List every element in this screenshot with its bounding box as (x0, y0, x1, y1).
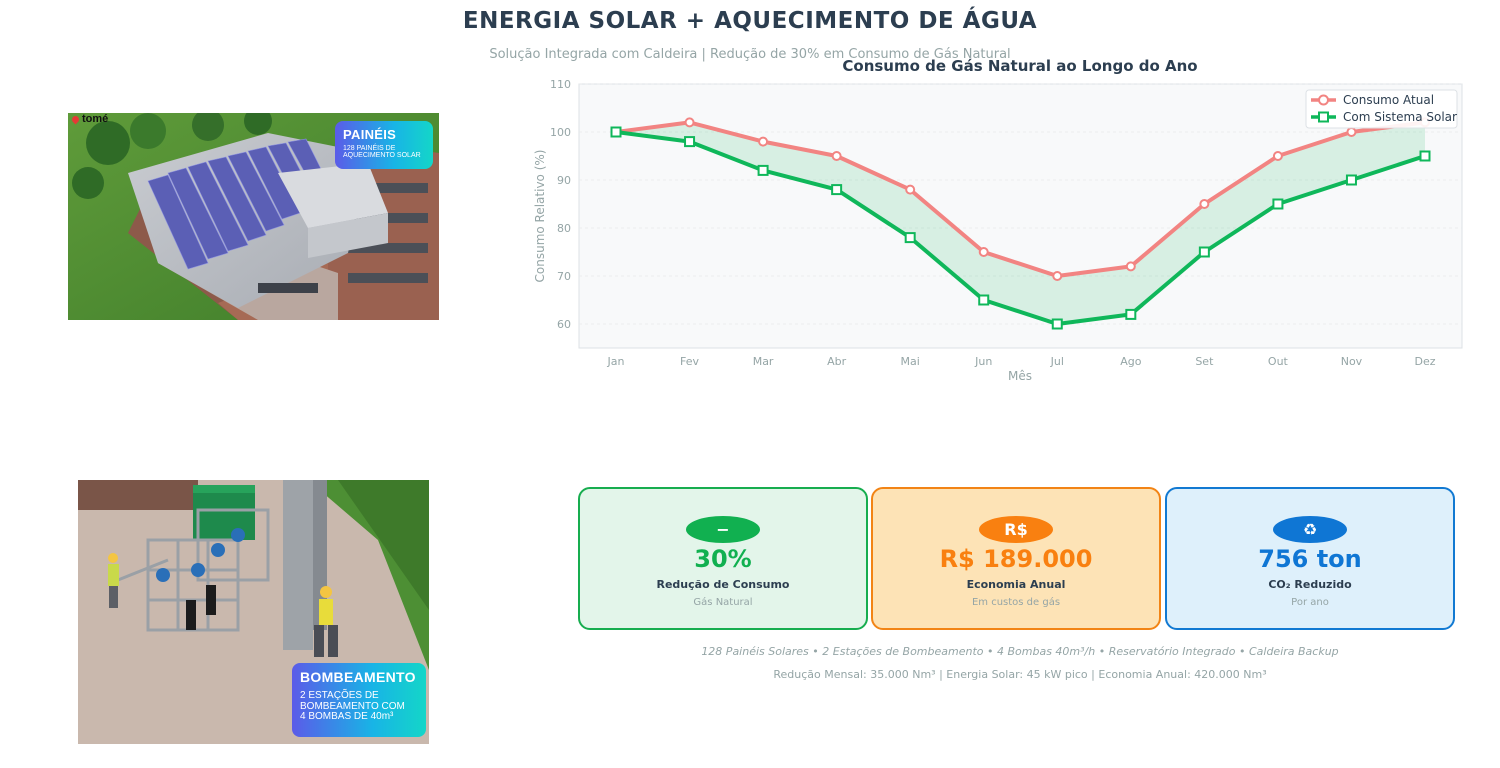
point-consumo-atual-jul (1052, 271, 1063, 281)
x-tick-label-jun: Jun (974, 355, 992, 368)
y-axis-label: Consumo Relativo (%) (533, 150, 547, 283)
x-tick-label-abr: Abr (827, 355, 847, 368)
point-com-sistema-solar-set (1198, 246, 1210, 258)
x-tick-label-fev: Fev (680, 355, 699, 368)
point-com-sistema-solar-dez (1419, 150, 1431, 162)
legend-box (1305, 89, 1458, 129)
point-com-sistema-solar-mai (904, 232, 916, 244)
y-tick-label-90: 90 (557, 174, 571, 187)
currency-icon: R$ (979, 516, 1053, 543)
point-com-sistema-solar-fev (684, 136, 696, 148)
footer-features: 128 Painéis Solares • 2 Estações de Bomb… (701, 645, 1339, 658)
fill-between-area (616, 122, 1425, 325)
card-savings-value: R$ 189.000 (939, 545, 1093, 573)
point-consumo-atual-abr (831, 151, 842, 161)
x-tick-label-ago: Ago (1120, 355, 1142, 368)
card-reduction-value: 30% (694, 545, 752, 573)
point-com-sistema-solar-out (1272, 198, 1284, 210)
card-co2-value: 756 ton (1258, 545, 1362, 573)
minus-icon: − (686, 516, 760, 543)
pumps-badge-sub-3: 4 BOMBAS DE 40m³ (300, 711, 394, 722)
x-tick-label-jul: Jul (1050, 355, 1064, 368)
page-subtitle: Solução Integrada com Caldeira | Redução… (489, 47, 1011, 62)
solar-panels-image: tomé PAINÉIS 128 PAINÉIS DE AQUECIMENTO … (68, 113, 439, 320)
x-ticks: Jan Fev Mar Abr Mai Jun Jul Ago Set Out Nov Dez (607, 355, 1436, 368)
y-tick-label-60: 60 (557, 318, 571, 331)
point-com-sistema-solar-abr (831, 184, 843, 196)
series-layer (610, 117, 1431, 330)
legend-marker-consumo-atual (1318, 94, 1329, 106)
map-pin-icon (70, 114, 81, 124)
y-tick-label-80: 80 (557, 222, 571, 235)
series-line-consumo-atual (614, 120, 1427, 278)
brand-logo: tomé (70, 113, 109, 125)
savings-fill-area (616, 122, 1425, 325)
x-tick-label-set: Set (1195, 355, 1214, 368)
footer-metrics: Redução Mensal: 35.000 Nm³ | Energia Sol… (773, 668, 1267, 681)
point-consumo-atual-mar (758, 136, 769, 147)
panels-badge: PAINÉIS 128 PAINÉIS DE AQUECIMENTO SOLAR (335, 121, 433, 169)
point-com-sistema-solar-mar (757, 164, 769, 176)
x-tick-label-mai: Mai (901, 355, 920, 368)
series-line-com-sistema-solar (614, 130, 1427, 326)
point-consumo-atual-mai (905, 184, 916, 195)
x-tick-label-mar: Mar (753, 355, 774, 368)
panels-badge-sub-2: AQUECIMENTO SOLAR (343, 152, 421, 160)
pumping-station-image: BOMBEAMENTO 2 ESTAÇÕES DE BOMBEAMENTO CO… (78, 480, 429, 744)
card-consumption-reduction: − 30% Redução de Consumo Gás Natural (578, 487, 868, 630)
pumps-badge-title: BOMBEAMENTO (300, 669, 416, 685)
pumps-badge-sub-1: 2 ESTAÇÕES DE (300, 690, 379, 701)
point-com-sistema-solar-ago (1125, 308, 1137, 320)
pumps-badge: BOMBEAMENTO 2 ESTAÇÕES DE BOMBEAMENTO CO… (292, 663, 426, 737)
chart-title: Consumo de Gás Natural ao Longo do Ano (842, 57, 1197, 75)
y-tick-label-100: 100 (550, 126, 571, 139)
panels-badge-sub-1: 128 PAINÉIS DE (343, 145, 396, 152)
x-tick-label-jan: Jan (607, 355, 625, 368)
x-axis-label: Mês (1008, 369, 1032, 383)
point-com-sistema-solar-jun (978, 294, 990, 306)
point-consumo-atual-set (1199, 199, 1210, 209)
pumps-badge-sub-2: BOMBEAMENTO COM (300, 700, 405, 712)
legend-label-com-sistema-solar: Com Sistema Solar (1343, 110, 1457, 124)
point-consumo-atual-fev (684, 117, 695, 128)
x-tick-label-dez: Dez (1414, 355, 1435, 368)
card-savings-sub: Em custos de gás (971, 597, 1061, 608)
card-savings-label: Economia Anual (966, 578, 1066, 591)
card-annual-savings: R$ R$ 189.000 Economia Anual Em custos d… (871, 487, 1161, 630)
point-com-sistema-solar-nov (1345, 174, 1357, 186)
legend-marker-com-sistema-solar (1318, 111, 1329, 123)
y-ticks: 60 70 80 90 100 110 (550, 78, 571, 331)
y-tick-label-70: 70 (557, 270, 571, 283)
card-reduction-sub: Gás Natural (693, 597, 753, 608)
y-tick-label-110: 110 (550, 78, 571, 91)
x-tick-label-out: Out (1268, 355, 1289, 368)
point-com-sistema-solar-jan (610, 126, 622, 138)
page-title: ENERGIA SOLAR + AQUECIMENTO DE ÁGUA (462, 8, 1038, 34)
x-tick-label-nov: Nov (1341, 355, 1363, 368)
legend-label-consumo-atual: Consumo Atual (1343, 93, 1434, 107)
gas-consumption-chart: Consumo de Gás Natural ao Longo do Ano 6… (533, 57, 1463, 383)
card-reduction-label: Redução de Consumo (656, 578, 790, 591)
logo-text: tomé (82, 113, 109, 125)
panels-badge-title: PAINÉIS (343, 127, 397, 142)
recycle-icon: ♻ (1273, 516, 1347, 543)
card-co2-sub: Por ano (1291, 597, 1329, 608)
point-consumo-atual-ago (1125, 261, 1136, 272)
legend: Consumo Atual Com Sistema Solar (1305, 89, 1458, 129)
point-consumo-atual-nov (1346, 127, 1357, 137)
point-consumo-atual-jun (978, 247, 989, 257)
point-com-sistema-solar-jul (1051, 318, 1063, 330)
card-co2-label: CO₂ Reduzido (1268, 578, 1352, 591)
card-co2-reduced: ♻ 756 ton CO₂ Reduzido Por ano (1165, 487, 1455, 630)
point-consumo-atual-out (1272, 151, 1283, 161)
